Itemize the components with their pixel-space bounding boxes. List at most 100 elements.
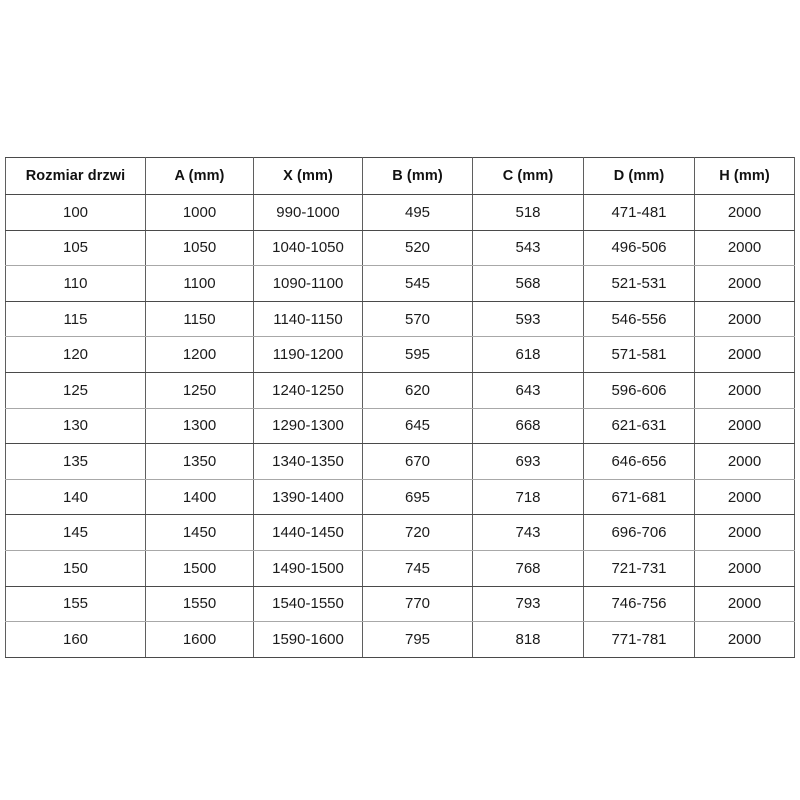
cell-d: 771-781 — [583, 621, 695, 658]
cell-a: 1450 — [145, 514, 254, 551]
cell-c: 568 — [472, 265, 584, 302]
cell-a: 1600 — [145, 621, 254, 658]
cell-c: 543 — [472, 230, 584, 267]
table-row: 125 1250 1240-1250 620 643 596-606 2000 — [5, 372, 795, 409]
cell-a: 1200 — [145, 336, 254, 373]
cell-x: 1590-1600 — [253, 621, 363, 658]
cell-x: 1540-1550 — [253, 586, 363, 623]
cell-rozmiar-drzwi: 115 — [5, 301, 146, 338]
table-row: 130 1300 1290-1300 645 668 621-631 2000 — [5, 408, 795, 445]
cell-h: 2000 — [694, 194, 795, 231]
table-row: 100 1000 990-1000 495 518 471-481 2000 — [5, 194, 795, 231]
cell-x: 1190-1200 — [253, 336, 363, 373]
cell-x: 1440-1450 — [253, 514, 363, 551]
cell-rozmiar-drzwi: 110 — [5, 265, 146, 302]
cell-c: 593 — [472, 301, 584, 338]
cell-rozmiar-drzwi: 145 — [5, 514, 146, 551]
cell-c: 693 — [472, 443, 584, 480]
cell-x: 1490-1500 — [253, 550, 363, 587]
cell-d: 571-581 — [583, 336, 695, 373]
cell-h: 2000 — [694, 230, 795, 267]
cell-a: 1050 — [145, 230, 254, 267]
cell-c: 768 — [472, 550, 584, 587]
cell-d: 621-631 — [583, 408, 695, 445]
cell-x: 1290-1300 — [253, 408, 363, 445]
table-row: 105 1050 1040-1050 520 543 496-506 2000 — [5, 230, 795, 267]
table-row: 120 1200 1190-1200 595 618 571-581 2000 — [5, 336, 795, 373]
table-row: 135 1350 1340-1350 670 693 646-656 2000 — [5, 443, 795, 480]
spec-table-container: Rozmiar drzwi A (mm) X (mm) B (mm) C (mm… — [5, 157, 795, 658]
cell-b: 595 — [362, 336, 473, 373]
cell-c: 718 — [472, 479, 584, 516]
cell-d: 721-731 — [583, 550, 695, 587]
cell-c: 643 — [472, 372, 584, 409]
cell-b: 520 — [362, 230, 473, 267]
table-row: 140 1400 1390-1400 695 718 671-681 2000 — [5, 479, 795, 516]
table-row: 145 1450 1440-1450 720 743 696-706 2000 — [5, 514, 795, 551]
cell-rozmiar-drzwi: 135 — [5, 443, 146, 480]
cell-h: 2000 — [694, 301, 795, 338]
cell-b: 720 — [362, 514, 473, 551]
cell-h: 2000 — [694, 408, 795, 445]
table-row: 150 1500 1490-1500 745 768 721-731 2000 — [5, 550, 795, 587]
cell-b: 670 — [362, 443, 473, 480]
table-row: 115 1150 1140-1150 570 593 546-556 2000 — [5, 301, 795, 338]
cell-c: 618 — [472, 336, 584, 373]
cell-d: 646-656 — [583, 443, 695, 480]
table-row: 110 1100 1090-1100 545 568 521-531 2000 — [5, 265, 795, 302]
cell-h: 2000 — [694, 443, 795, 480]
cell-rozmiar-drzwi: 160 — [5, 621, 146, 658]
column-header-d: D (mm) — [583, 157, 695, 195]
cell-d: 696-706 — [583, 514, 695, 551]
cell-b: 570 — [362, 301, 473, 338]
cell-a: 1150 — [145, 301, 254, 338]
cell-rozmiar-drzwi: 125 — [5, 372, 146, 409]
cell-x: 1140-1150 — [253, 301, 363, 338]
cell-d: 496-506 — [583, 230, 695, 267]
cell-rozmiar-drzwi: 100 — [5, 194, 146, 231]
cell-h: 2000 — [694, 586, 795, 623]
cell-b: 645 — [362, 408, 473, 445]
table-row: 160 1600 1590-1600 795 818 771-781 2000 — [5, 621, 795, 658]
cell-x: 1340-1350 — [253, 443, 363, 480]
cell-d: 671-681 — [583, 479, 695, 516]
cell-c: 793 — [472, 586, 584, 623]
cell-x: 1040-1050 — [253, 230, 363, 267]
cell-h: 2000 — [694, 550, 795, 587]
cell-h: 2000 — [694, 265, 795, 302]
table-row: 155 1550 1540-1550 770 793 746-756 2000 — [5, 586, 795, 623]
cell-a: 1550 — [145, 586, 254, 623]
cell-d: 471-481 — [583, 194, 695, 231]
cell-b: 745 — [362, 550, 473, 587]
table-body: 100 1000 990-1000 495 518 471-481 2000 1… — [5, 194, 795, 658]
cell-d: 596-606 — [583, 372, 695, 409]
cell-b: 545 — [362, 265, 473, 302]
cell-a: 1400 — [145, 479, 254, 516]
cell-h: 2000 — [694, 621, 795, 658]
cell-a: 1250 — [145, 372, 254, 409]
cell-c: 518 — [472, 194, 584, 231]
cell-rozmiar-drzwi: 140 — [5, 479, 146, 516]
cell-b: 795 — [362, 621, 473, 658]
cell-c: 668 — [472, 408, 584, 445]
cell-a: 1500 — [145, 550, 254, 587]
table-header-row: Rozmiar drzwi A (mm) X (mm) B (mm) C (mm… — [5, 157, 795, 195]
cell-b: 620 — [362, 372, 473, 409]
cell-rozmiar-drzwi: 105 — [5, 230, 146, 267]
cell-b: 495 — [362, 194, 473, 231]
column-header-h: H (mm) — [694, 157, 795, 195]
cell-x: 990-1000 — [253, 194, 363, 231]
cell-x: 1090-1100 — [253, 265, 363, 302]
cell-x: 1390-1400 — [253, 479, 363, 516]
cell-h: 2000 — [694, 479, 795, 516]
cell-x: 1240-1250 — [253, 372, 363, 409]
cell-b: 695 — [362, 479, 473, 516]
cell-a: 1100 — [145, 265, 254, 302]
column-header-a: A (mm) — [145, 157, 254, 195]
cell-rozmiar-drzwi: 150 — [5, 550, 146, 587]
cell-a: 1300 — [145, 408, 254, 445]
cell-c: 743 — [472, 514, 584, 551]
column-header-c: C (mm) — [472, 157, 584, 195]
cell-h: 2000 — [694, 514, 795, 551]
